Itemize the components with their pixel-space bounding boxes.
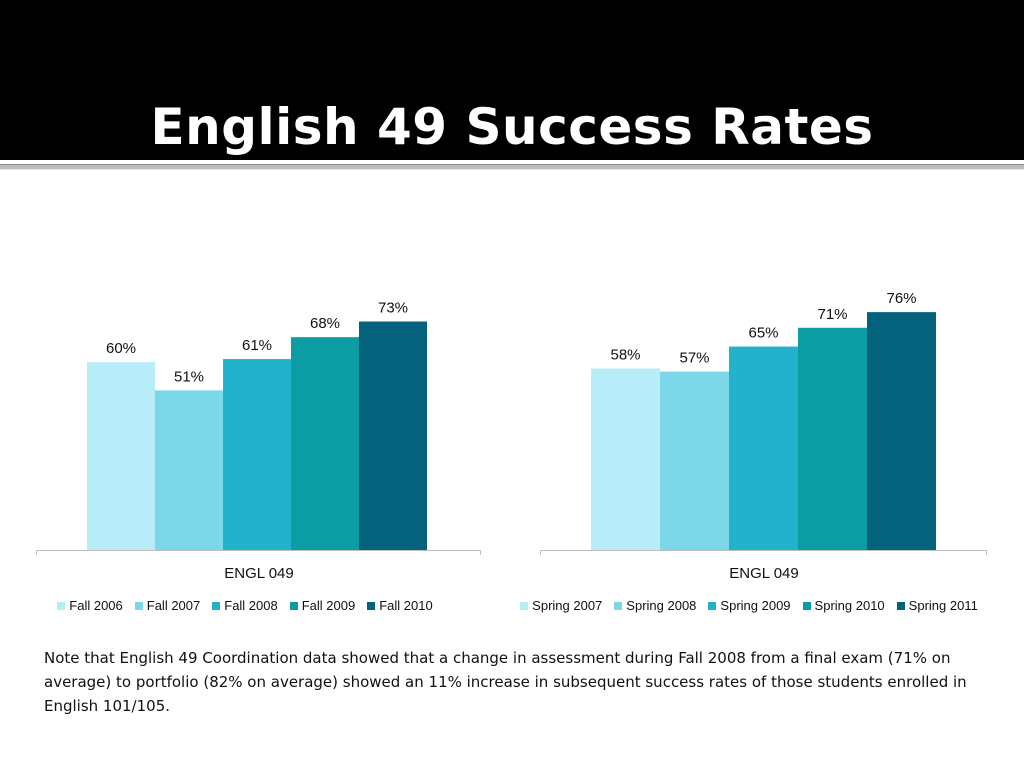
chart-spring-svg: 58% 57% 65% 71% 76% ENGL 049 [540,290,987,582]
data-label-spring-5: 76% [886,290,916,307]
data-label-fall-1: 60% [106,340,136,357]
legend-swatch [212,601,221,610]
data-label-spring-4: 71% [817,306,847,323]
x-tick-label-fall: ENGL 049 [224,565,294,582]
legend-swatch [367,601,376,610]
bar-fall-1 [87,362,155,550]
bar-spring-2 [660,371,729,550]
legend-label: Fall 2006 [69,598,123,613]
slide-title: English 49 Success Rates [150,98,874,156]
legend-label: Fall 2008 [224,598,278,613]
data-label-spring-2: 57% [679,350,709,367]
bar-fall-4 [291,337,359,550]
legend-item-spring-5: Spring 2011 [896,598,978,613]
legend-swatch [802,601,811,610]
legend-swatch [57,601,66,610]
legend-item-fall-5: Fall 2010 [367,598,433,613]
title-divider [0,164,1024,170]
chart-fall-svg: 60% 51% 61% 68% 73% ENGL 049 [36,300,481,582]
bar-spring-1 [591,368,660,550]
bar-fall-5 [359,321,427,550]
legend-item-spring-3: Spring 2009 [708,598,791,613]
legend-label: Spring 2011 [908,598,978,613]
legend-item-spring-2: Spring 2008 [614,598,696,613]
legend-swatch [289,601,298,610]
legend-swatch [708,601,717,610]
chart-spring: 58% 57% 65% 71% 76% ENGL 049 Spring 2007 Sprin… [504,230,994,630]
x-tick-label-spring: ENGL 049 [729,565,799,582]
legend-label: Fall 2007 [146,598,201,613]
legend-swatch [134,601,143,610]
legend-label: Fall 2009 [301,598,356,613]
legend-label: Spring 2008 [626,598,697,613]
bar-spring-5 [867,312,936,550]
title-band [0,0,1024,160]
legend-item-fall-1: Fall 2006 [57,598,123,613]
legend-item-fall-3: Fall 2008 [212,598,278,613]
legend-label: Spring 2009 [720,598,791,613]
chart-fall: 60% 51% 61% 68% 73% ENGL 049 Fall 2006 Fall 20… [0,230,490,630]
legend-label: Spring 2010 [814,598,885,613]
bar-spring-4 [798,327,867,550]
legend-item-spring-4: Spring 2010 [802,598,885,613]
bar-fall-3 [223,359,291,550]
chart-spring-legend: Spring 2007 Spring 2008 Spring 2009 Spring … [504,598,994,618]
legend-swatch [520,601,529,610]
chart-fall-legend: Fall 2006 Fall 2007 Fall 2008 Fall 2009 Fall… [0,598,490,618]
legend-item-fall-4: Fall 2009 [289,598,356,613]
legend-item-fall-2: Fall 2007 [134,598,201,613]
data-label-spring-1: 58% [610,346,640,363]
data-label-fall-4: 68% [310,315,340,332]
data-label-fall-2: 51% [174,368,204,385]
bar-spring-3 [729,346,798,550]
bar-fall-2 [155,390,223,550]
legend-label: Fall 2010 [379,598,433,613]
legend-label: Spring 2007 [532,598,603,613]
data-label-spring-3: 65% [748,325,778,342]
footnote: Note that English 49 Coordination data s… [44,649,967,715]
legend-swatch [614,601,623,610]
data-label-fall-5: 73% [378,300,408,317]
legend-swatch [896,601,905,610]
legend-item-spring-1: Spring 2007 [520,598,602,613]
data-label-fall-3: 61% [242,337,272,354]
